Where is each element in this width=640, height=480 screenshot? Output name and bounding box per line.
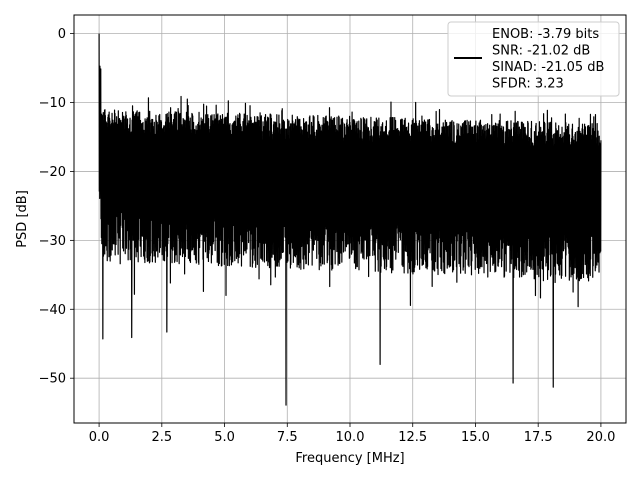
x-tick-label: 0.0 — [89, 430, 110, 445]
x-tick-label: 5.0 — [214, 430, 235, 445]
psd-line — [98, 33, 602, 406]
y-tick-label: −40 — [39, 303, 66, 318]
legend-entry: SFDR: 3.23 — [492, 77, 564, 92]
y-tick-label: −50 — [39, 372, 66, 387]
y-tick-label: −10 — [39, 96, 66, 111]
legend-entry: ENOB: -3.79 bits — [492, 27, 599, 42]
x-axis-label: Frequency [MHz] — [295, 451, 404, 466]
x-tick-label: 17.5 — [524, 430, 553, 445]
x-tick-label: 7.5 — [277, 430, 298, 445]
legend-entry: SINAD: -21.05 dB — [492, 60, 604, 75]
legend-box — [447, 21, 620, 97]
x-tick-label: 2.5 — [151, 430, 172, 445]
y-tick-label: −30 — [39, 234, 66, 249]
y-tick-label: −20 — [39, 165, 66, 180]
y-tick-label: 0 — [58, 27, 66, 42]
psd-series — [98, 33, 602, 406]
y-axis-ticks: 0 −10 −20 −30 −40 −50 — [39, 27, 74, 387]
x-tick-label: 20.0 — [586, 430, 615, 445]
x-tick-label: 12.5 — [398, 430, 427, 445]
y-axis-label: PSD [dB] — [15, 190, 30, 248]
x-axis-ticks: 0.0 2.5 5.0 7.5 10.0 12.5 15.0 17.5 20.0 — [89, 423, 615, 445]
x-tick-label: 15.0 — [461, 430, 490, 445]
x-tick-label: 10.0 — [336, 430, 365, 445]
legend-entry: SNR: -21.02 dB — [492, 44, 590, 59]
